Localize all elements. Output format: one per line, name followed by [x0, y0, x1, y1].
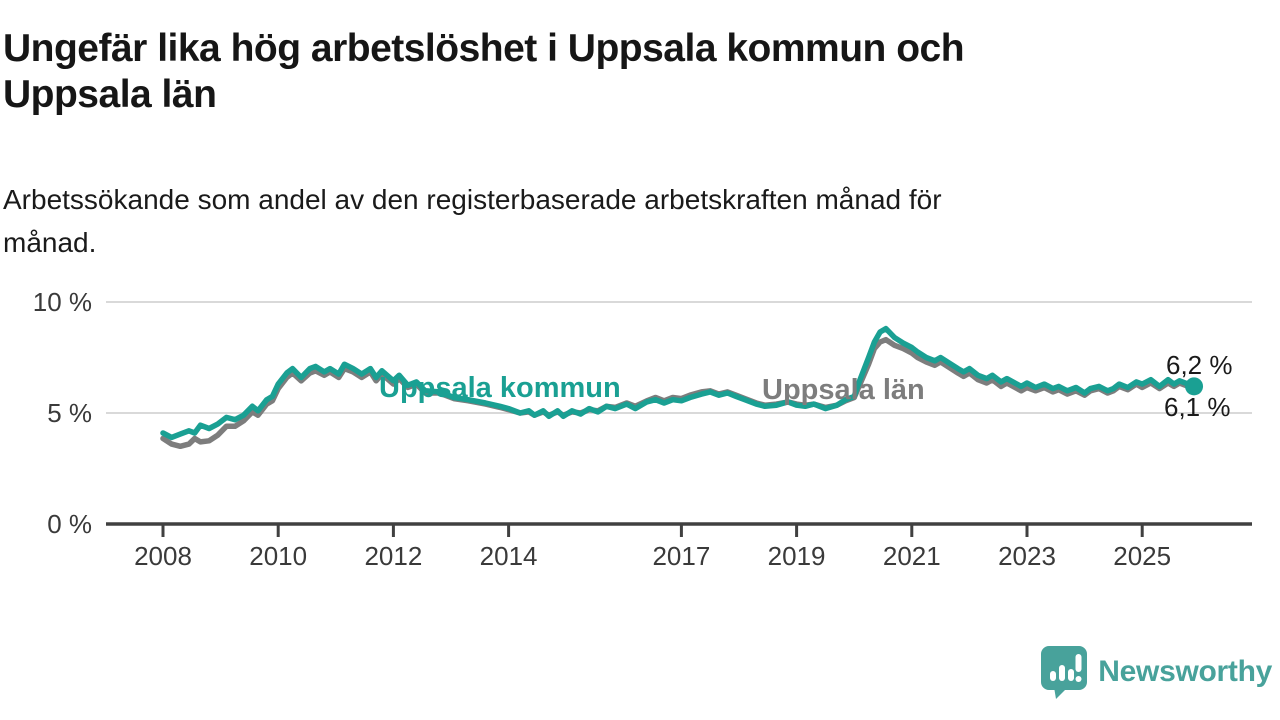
- x-tick-label-2021: 2021: [883, 541, 941, 571]
- x-tick-label-2008: 2008: [134, 541, 192, 571]
- x-tick-label-2014: 2014: [480, 541, 538, 571]
- end-value-uppsala-kommun: 6,2 %: [1166, 350, 1233, 380]
- line-uppsala-kommun: [160, 325, 1197, 441]
- x-tick-label-2010: 2010: [249, 541, 307, 571]
- chart-title-line-2: Uppsala län: [3, 73, 217, 116]
- y-tick-label-0: 0 %: [47, 509, 92, 539]
- chart-subtitle-line-1: Arbetssökande som andel av den registerb…: [3, 184, 942, 215]
- line-uppsala-l-n: [160, 336, 1197, 450]
- chart-subtitle-line-2: månad.: [3, 227, 97, 258]
- series-label-uppsala-lan: Uppsala län: [762, 374, 925, 406]
- y-tick-label-10: 10 %: [33, 287, 92, 317]
- chart-title-line-1: Ungefär lika hög arbetslöshet i Uppsala …: [3, 27, 965, 70]
- x-tick-label-2019: 2019: [768, 541, 826, 571]
- x-tick-label-2012: 2012: [364, 541, 422, 571]
- chart-title: Ungefär lika hög arbetslöshet i Uppsala …: [3, 26, 1153, 118]
- newsworthy-logo-text: Newsworthy: [1098, 655, 1272, 688]
- x-tick-label-2023: 2023: [998, 541, 1056, 571]
- end-value-uppsala-lan: 6,1 %: [1164, 392, 1231, 422]
- x-tick-label-2017: 2017: [652, 541, 710, 571]
- y-tick-label-5: 5 %: [47, 398, 92, 428]
- chart-subtitle: Arbetssökande som andel av den registerb…: [3, 178, 1203, 264]
- series-label-uppsala-kommun: Uppsala kommun: [379, 372, 621, 404]
- x-tick-label-2025: 2025: [1113, 541, 1171, 571]
- newsworthy-logo: Newsworthy: [1039, 644, 1272, 700]
- newsworthy-logo-icon: [1041, 646, 1088, 699]
- end-dot-uppsala-kommun: [1185, 377, 1204, 396]
